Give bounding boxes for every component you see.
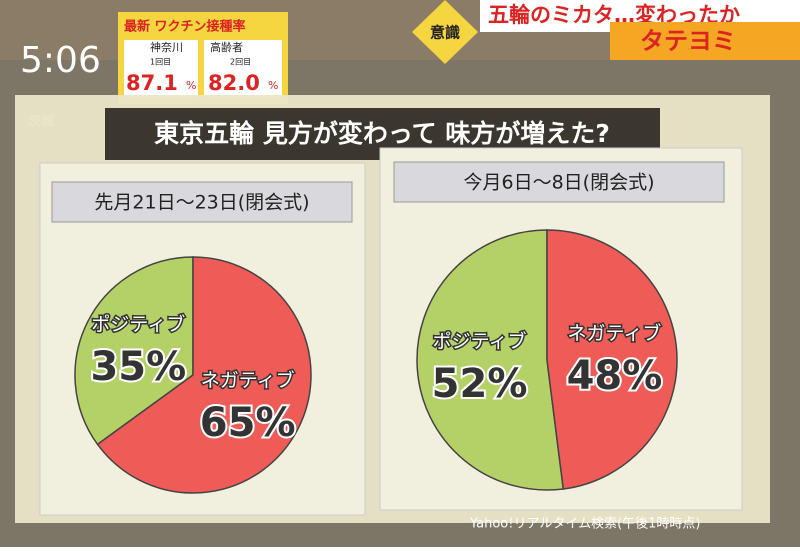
- dose2: 2回目: [230, 58, 251, 67]
- tag: 意識: [430, 24, 460, 42]
- dose2-unit: %: [268, 79, 278, 92]
- dose1-box: [124, 40, 198, 98]
- slice-label: ネガティブ: [201, 368, 295, 391]
- subtitle-box: [51, 181, 353, 223]
- clock: 5:06: [20, 40, 101, 81]
- corner-box: [610, 22, 800, 60]
- group: 高齢者: [210, 40, 243, 54]
- vaccine-title: 最新 ワクチン接種率: [124, 19, 246, 35]
- pie-slice: [96, 256, 312, 494]
- subtitle-box: [393, 161, 725, 203]
- slice-value: 52%: [432, 361, 528, 407]
- corner: タテヨミ: [640, 27, 736, 55]
- title: 東京五輪 見方が変わって 味方が増えた?: [154, 119, 610, 148]
- slice-label: ネガティブ: [568, 321, 662, 344]
- dose2-box: [204, 40, 282, 98]
- subtitle: 今月6日〜8日(閉会式): [463, 172, 654, 194]
- subtitle: 先月21日〜23日(閉会式): [94, 192, 309, 214]
- slice-label: ポジティブ: [91, 313, 185, 336]
- dose1: 1回目: [150, 58, 171, 67]
- pie-slice: [416, 229, 565, 491]
- slice-value: 48%: [567, 353, 663, 399]
- slice-label: ポジティブ: [433, 330, 527, 353]
- tag-diamond: [412, 0, 478, 64]
- dose1-rate: 87.1: [126, 71, 178, 95]
- pie-slice: [74, 256, 194, 446]
- slice-value: 35%: [90, 344, 186, 390]
- region: 神奈川: [150, 40, 183, 54]
- slice-value: 65%: [200, 400, 296, 446]
- dose2-rate: 82.0: [208, 71, 260, 95]
- pie-slice: [546, 229, 678, 490]
- dose1-unit: %: [186, 79, 196, 92]
- source: Yahoo!リアルタイム検索(午後1時時点): [469, 517, 701, 532]
